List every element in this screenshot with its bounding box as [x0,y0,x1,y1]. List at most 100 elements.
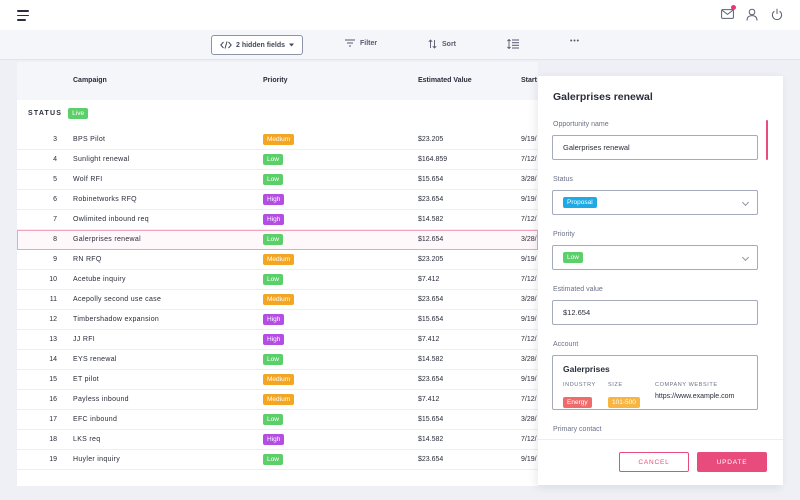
table-row[interactable]: 14 EYS renewal Low $14.582 3/28/ [17,350,538,370]
priority-badge: Low [263,354,283,365]
filter-icon [345,39,355,47]
priority-badge-label: High [263,214,285,225]
priority-select-value: Low [563,252,583,263]
row-number: 10 [49,276,57,283]
table-row[interactable]: 8 Galerprises renewal Low $12.654 3/28/ [17,230,538,250]
table-body: 3 BPS Pilot Medium $23.205 9/19/4 Sunlight re… [17,130,538,470]
priority-badge-label: Medium [263,294,295,305]
campaign-name: Payless inbound [73,396,129,403]
table-row[interactable]: 19 Huyler inquiry Low $23.654 9/19/ [17,450,538,470]
cancel-button[interactable]: CANCEL [619,452,689,472]
start-date: 7/12/ [521,336,537,343]
column-header-priority[interactable]: Priority [263,77,288,84]
estimated-value: $23.654 [418,376,444,383]
sort-label: Sort [442,40,456,48]
mail-icon[interactable] [720,5,736,21]
priority-badge-label: Low [263,414,283,425]
sort-button[interactable]: Sort [428,39,456,49]
start-date: 3/28/ [521,416,537,423]
table-row[interactable]: 9 RN RFQ Medium $23.205 9/19/ [17,250,538,270]
power-icon[interactable] [770,7,784,21]
panel-scrollbar[interactable] [766,120,768,160]
priority-badge-label: High [263,334,285,345]
update-button[interactable]: UPDATE [697,452,767,472]
table-row[interactable]: 12 Timbershadow expansion High $15.654 9/19/ [17,310,538,330]
opportunity-name-field[interactable]: Galerprises renewal [552,135,758,160]
campaign-name: Huyler inquiry [73,456,120,463]
more-options-button[interactable] [570,39,579,42]
priority-badge-label: Medium [263,374,295,385]
hidden-fields-button[interactable]: 2 hidden fields [211,35,303,55]
priority-badge: High [263,194,285,205]
status-field-label: Status [553,176,573,183]
status-select[interactable]: Proposal [552,190,758,215]
table-row[interactable]: 13 JJ RFI High $7.412 7/12/ [17,330,538,350]
filter-button[interactable]: Filter [345,39,377,47]
account-card[interactable]: Galerprises INDUSTRY Energy SIZE 101-500… [552,355,758,410]
priority-badge-label: Low [263,454,283,465]
priority-badge: High [263,314,285,325]
table-row[interactable]: 3 BPS Pilot Medium $23.205 9/19/ [17,130,538,150]
status-select-value: Proposal [563,197,597,208]
start-date: 3/28/ [521,236,537,243]
estimated-value: $23.654 [418,196,444,203]
table-row[interactable]: 17 EFC inbound Low $15.654 3/28/ [17,410,538,430]
start-date: 3/28/ [521,356,537,363]
start-date: 9/19/ [521,136,537,143]
table-row[interactable]: 10 Acetube inquiry Low $7.412 7/12/ [17,270,538,290]
row-number: 11 [49,296,57,303]
row-number: 14 [49,356,57,363]
table-row[interactable]: 7 Owlimited inbound req High $14.582 7/12/ [17,210,538,230]
priority-badge: High [263,434,285,445]
notification-dot [731,5,736,10]
row-number: 5 [53,176,57,183]
priority-badge: Low [263,414,283,425]
priority-badge: Medium [263,374,295,385]
campaign-name: ET pilot [73,376,100,383]
table-row[interactable]: 18 LKS req High $14.582 7/12/ [17,430,538,450]
size-label: SIZE [608,382,623,388]
estimated-value: $23.654 [418,296,444,303]
priority-badge-label: Low [263,154,283,165]
chevron-down-icon [741,253,750,262]
estimated-value: $15.654 [418,416,444,423]
row-number: 18 [49,436,57,443]
campaign-name: Acetube inquiry [73,276,126,283]
row-number: 13 [49,336,57,343]
hidden-fields-label: 2 hidden fields [235,41,285,49]
campaign-name: LKS req [73,436,101,443]
column-header-estimated-value[interactable]: Estimated Value [418,77,472,84]
industry-label: INDUSTRY [563,382,596,388]
more-icon [570,39,579,42]
table-row[interactable]: 15 ET pilot Medium $23.654 9/19/ [17,370,538,390]
table-row[interactable]: 6 Robinetworks RFQ High $23.654 9/19/ [17,190,538,210]
campaign-name: JJ RFI [73,336,96,343]
campaign-name: RN RFQ [73,256,102,263]
row-number: 4 [53,156,57,163]
column-header-start[interactable]: Start [521,77,537,84]
table-row[interactable]: 4 Sunlight renewal Low $164.859 7/12/ [17,150,538,170]
table-row[interactable]: 11 Acepolly second use case Medium $23.654 3… [17,290,538,310]
priority-badge-label: Medium [263,134,295,145]
row-height-button[interactable] [507,39,519,49]
row-number: 3 [53,136,57,143]
user-icon[interactable] [745,7,759,21]
row-number: 8 [53,236,57,243]
priority-badge: Low [263,174,283,185]
primary-contact-label: Primary contact [553,426,602,433]
top-bar [0,0,800,30]
company-website-label: COMPANY WEBSITE [655,382,718,388]
priority-select[interactable]: Low [552,245,758,270]
estimated-value-field[interactable]: $12.654 [552,300,758,325]
campaign-name: Wolf RFI [73,176,103,183]
estimated-value: $23.205 [418,136,444,143]
status-group-label: STATUS [28,110,63,117]
company-website-link[interactable]: https://www.example.com [655,393,735,400]
start-date: 7/12/ [521,396,537,403]
column-header-campaign[interactable]: Campaign [73,77,107,84]
priority-badge: Low [263,274,283,285]
menu-icon[interactable] [17,10,29,21]
table-row[interactable]: 5 Wolf RFI Low $15.654 3/28/ [17,170,538,190]
status-group-header[interactable]: STATUS Live [17,100,538,127]
table-row[interactable]: 16 Payless inbound Medium $7.412 7/12/ [17,390,538,410]
